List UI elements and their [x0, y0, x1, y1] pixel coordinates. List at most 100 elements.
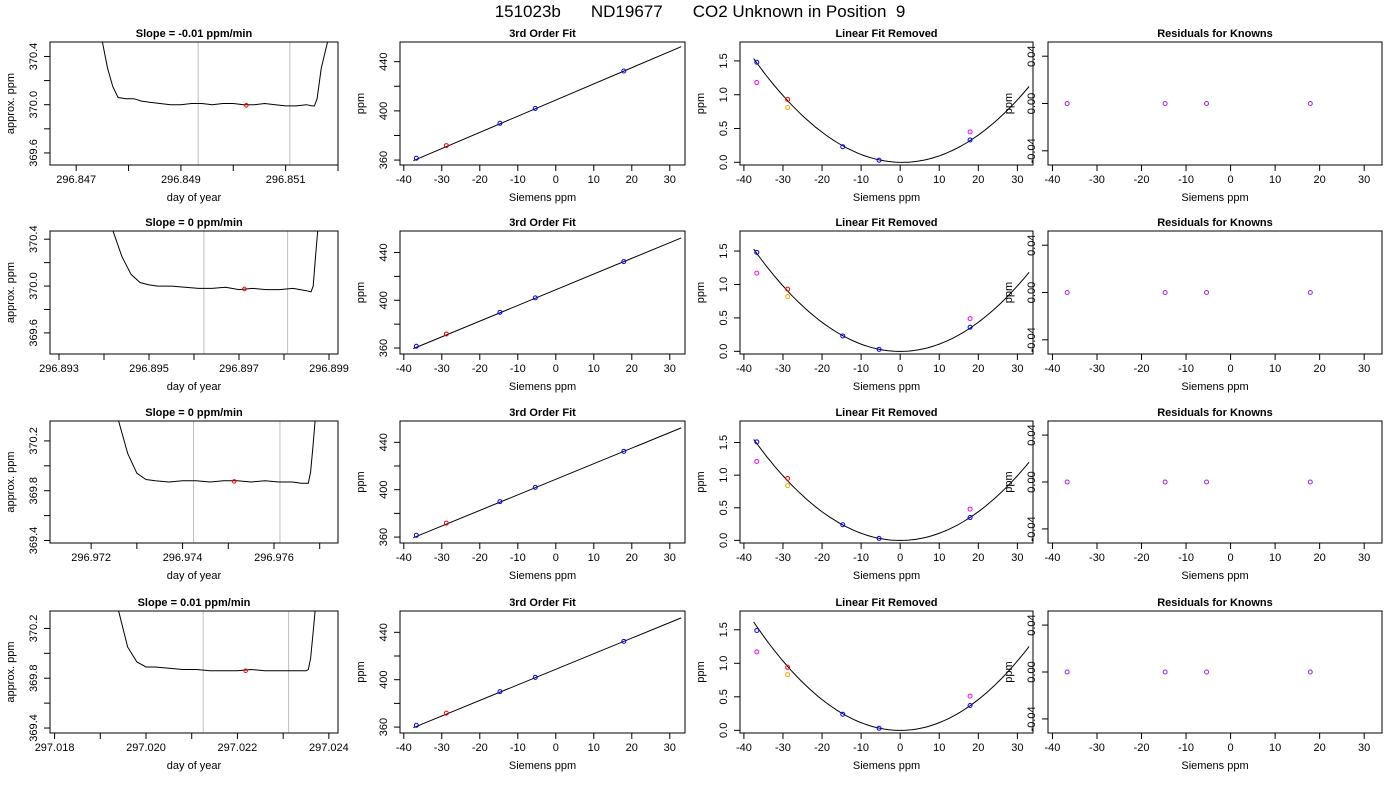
- chart-panel-resid-2: Residuals for Knowns Siemens ppm ppm -40 -30…: [1003, 217, 1383, 393]
- plot-frame: [1047, 41, 1383, 166]
- x-axis-label: Siemens ppm: [1181, 760, 1248, 772]
- y-tick-label: 1.5: [718, 53, 730, 68]
- x-tick-label: 10: [1269, 742, 1281, 754]
- fit-line: [413, 617, 682, 729]
- data-point: [413, 532, 419, 538]
- y-tick-label: 370.2: [28, 615, 40, 643]
- y-axis-label: ppm: [695, 661, 707, 682]
- x-tick-label: 20: [1314, 363, 1326, 375]
- x-tick-label: -20: [472, 174, 488, 186]
- plot-area: [112, 231, 319, 293]
- data-point: [785, 286, 791, 292]
- fit-curve: [753, 621, 1030, 731]
- data-point: [1307, 479, 1313, 485]
- y-tick-label: 0.04: [1026, 234, 1038, 255]
- x-tick-label: -40: [1045, 552, 1061, 564]
- x-tick-label: -20: [1134, 363, 1150, 375]
- data-point: [1204, 479, 1210, 485]
- plot-area: [753, 248, 1030, 352]
- y-tick-label: 360: [378, 151, 390, 169]
- x-axis-label: Siemens ppm: [853, 570, 920, 582]
- x-tick-label: 0: [553, 174, 559, 186]
- y-tick-label: 370.2: [28, 427, 40, 455]
- x-axis-label: Siemens ppm: [853, 760, 920, 772]
- y-tick-label: 369.4: [28, 527, 40, 555]
- x-tick-label: 297.024: [309, 742, 349, 754]
- data-point: [840, 711, 846, 717]
- x-tick-label: 20: [1314, 742, 1326, 754]
- data-point: [1204, 101, 1210, 106]
- data-point: [497, 689, 503, 695]
- x-tick-label: -20: [1134, 552, 1150, 564]
- y-tick-label: 0.0: [718, 723, 730, 738]
- data-point: [621, 638, 627, 644]
- data-point: [1162, 479, 1168, 485]
- data-point: [754, 59, 760, 65]
- panel-title: Residuals for Knowns: [1157, 217, 1273, 229]
- data-point: [443, 710, 449, 716]
- data-point: [1064, 669, 1070, 675]
- data-point: [621, 448, 627, 454]
- x-tick-label: 30: [664, 363, 676, 375]
- x-tick-label: -20: [1134, 742, 1150, 754]
- y-tick-label: -0.04: [1026, 138, 1038, 163]
- panel-title: Residuals for Knowns: [1157, 597, 1273, 609]
- x-tick-label: 30: [1011, 174, 1023, 186]
- y-tick-label: 1.5: [718, 622, 730, 637]
- plot-area: [118, 421, 316, 484]
- data-point: [754, 439, 760, 445]
- chart-panel-linfit-1: Linear Fit Removed Siemens ppm ppm -40 -30 -2…: [695, 28, 1034, 204]
- panel-title: Linear Fit Removed: [835, 597, 937, 609]
- x-axis-label: Siemens ppm: [1181, 192, 1248, 204]
- y-tick-label: 0.0: [718, 155, 730, 170]
- plot-frame: [49, 41, 339, 166]
- x-tick-label: -40: [736, 174, 752, 186]
- x-axis-label: Siemens ppm: [509, 192, 576, 204]
- x-tick-label: 30: [1358, 363, 1370, 375]
- x-tick-label: 20: [626, 363, 638, 375]
- x-tick-label: 0: [1228, 363, 1234, 375]
- x-tick-label: -40: [396, 363, 412, 375]
- x-tick-label: 10: [588, 742, 600, 754]
- y-tick-label: 370.4: [28, 225, 40, 253]
- x-tick-label: 30: [1358, 742, 1370, 754]
- x-tick-label: -10: [510, 174, 526, 186]
- x-tick-label: 20: [972, 742, 984, 754]
- x-tick-label: 30: [664, 742, 676, 754]
- y-tick-label: 370.4: [28, 43, 40, 71]
- x-tick-label: 10: [1269, 174, 1281, 186]
- x-tick-label: -10: [510, 742, 526, 754]
- x-tick-label: -40: [396, 742, 412, 754]
- data-point: [967, 506, 973, 512]
- data-point: [967, 316, 973, 322]
- fit-curve: [753, 439, 1030, 541]
- x-tick-label: 10: [588, 363, 600, 375]
- data-point: [785, 664, 791, 670]
- x-tick-label: -30: [775, 363, 791, 375]
- data-point: [1162, 290, 1168, 295]
- data-point: [243, 668, 248, 674]
- y-tick-label: 400: [378, 102, 390, 120]
- x-tick-label: 297.022: [218, 742, 258, 754]
- plot-area: [753, 621, 1030, 731]
- x-tick-label: -10: [853, 174, 869, 186]
- x-axis-label: Siemens ppm: [1181, 570, 1248, 582]
- y-tick-label: 0.04: [1026, 424, 1038, 445]
- y-axis-label: ppm: [1003, 661, 1015, 682]
- plot-area: [1064, 290, 1313, 295]
- plot-area: [753, 439, 1030, 541]
- data-point: [785, 96, 791, 102]
- x-tick-label: -30: [1089, 552, 1105, 564]
- x-tick-label: 296.895: [129, 363, 169, 375]
- y-tick-label: 0.5: [718, 500, 730, 515]
- panel-title: 3rd Order Fit: [509, 217, 576, 229]
- plot-frame: [1047, 610, 1383, 734]
- panel-title: Slope = -0.01 ppm/min: [136, 28, 253, 40]
- panel-title: 3rd Order Fit: [509, 597, 576, 609]
- x-tick-label: 0: [1228, 174, 1234, 186]
- data-point: [967, 137, 973, 143]
- panel-title: Slope = 0.01 ppm/min: [138, 597, 251, 609]
- x-tick-label: 0: [1228, 742, 1234, 754]
- x-tick-label: -10: [853, 363, 869, 375]
